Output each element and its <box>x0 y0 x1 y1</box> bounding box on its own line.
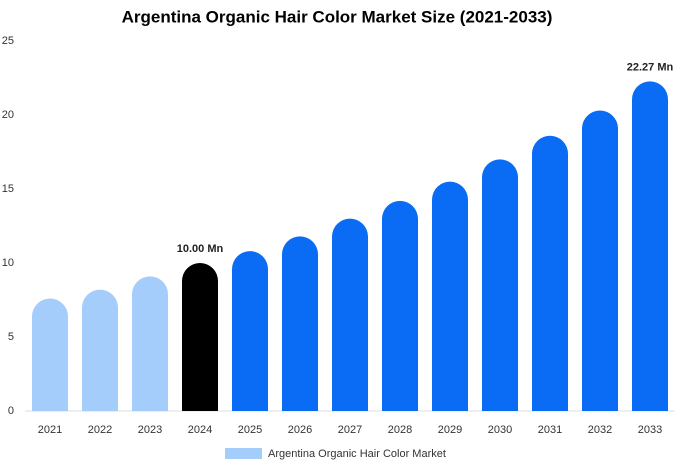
bar <box>232 251 268 411</box>
x-tick-label: 2031 <box>538 424 562 436</box>
y-tick-label: 10 <box>2 257 14 269</box>
x-tick-label: 2026 <box>288 424 312 436</box>
y-tick-label: 25 <box>2 35 14 47</box>
x-tick-label: 2028 <box>388 424 412 436</box>
x-tick-label: 2027 <box>338 424 362 436</box>
y-tick-label: 0 <box>8 405 14 417</box>
x-tick-label: 2024 <box>188 424 212 436</box>
bar <box>32 298 68 411</box>
bar <box>382 200 418 411</box>
legend-label: Argentina Organic Hair Color Market <box>268 448 446 460</box>
bar <box>332 218 368 411</box>
bar <box>432 181 468 411</box>
bar <box>182 263 218 411</box>
y-tick-label: 5 <box>8 331 14 343</box>
bar <box>82 289 118 411</box>
bar <box>482 159 518 411</box>
value-label: 10.00 Mn <box>177 243 224 255</box>
bar <box>582 110 618 411</box>
x-tick-label: 2022 <box>88 424 112 436</box>
x-tick-label: 2023 <box>138 424 162 436</box>
x-tick-label: 2025 <box>238 424 262 436</box>
x-tick-label: 2021 <box>38 424 62 436</box>
y-tick-label: 15 <box>2 183 14 195</box>
value-label: 22.27 Mn <box>627 61 674 73</box>
x-tick-label: 2033 <box>638 424 662 436</box>
bar <box>132 276 168 411</box>
y-tick-label: 20 <box>2 109 14 121</box>
bar <box>632 81 668 412</box>
chart-title: Argentina Organic Hair Color Market Size… <box>122 7 553 26</box>
legend-swatch <box>225 448 262 459</box>
x-tick-label: 2032 <box>588 424 612 436</box>
x-tick-label: 2029 <box>438 424 462 436</box>
x-tick-label: 2030 <box>488 424 512 436</box>
bar <box>532 135 568 411</box>
bar <box>282 236 318 411</box>
